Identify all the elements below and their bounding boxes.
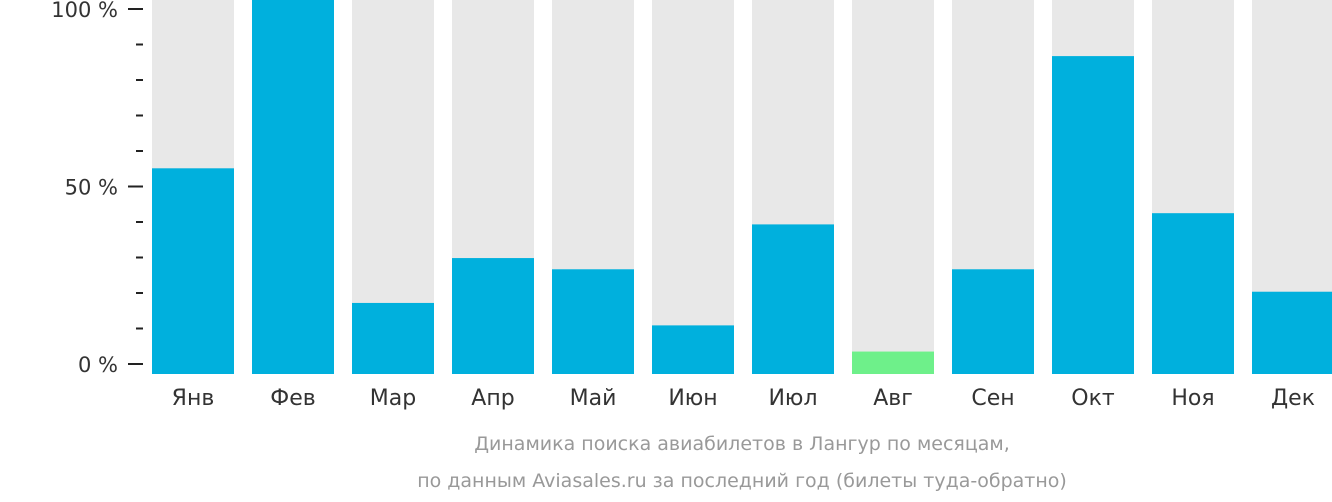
major-tick <box>128 185 143 188</box>
x-category-label: Окт <box>1071 386 1115 411</box>
x-category-label: Май <box>570 386 617 411</box>
x-category-label: Ноя <box>1171 386 1214 411</box>
bar-0 <box>152 168 234 374</box>
x-category-label: Авг <box>873 386 913 411</box>
y-tick-label: 0 % <box>78 353 118 377</box>
x-category-label: Сен <box>971 386 1014 411</box>
bar-5 <box>652 325 734 374</box>
bar-1 <box>252 0 334 374</box>
x-category-label: Июн <box>668 386 717 411</box>
bar-track <box>652 0 734 374</box>
x-category-label: Дек <box>1271 386 1315 411</box>
x-category-label: Июл <box>768 386 817 411</box>
minor-tick <box>136 79 143 81</box>
x-category-label: Фев <box>270 386 315 411</box>
minor-tick <box>136 256 143 259</box>
bar-4 <box>552 269 634 374</box>
chart-title-line2: по данным Aviasales.ru за последний год … <box>417 470 1067 492</box>
bar-track <box>852 0 934 374</box>
minor-tick <box>136 150 143 152</box>
x-category-label: Мар <box>370 386 416 411</box>
bar-8 <box>952 269 1034 374</box>
bar-3 <box>452 258 534 374</box>
minor-tick <box>136 114 143 117</box>
minor-tick <box>136 292 143 294</box>
bar-2 <box>352 302 434 374</box>
major-tick <box>128 363 143 365</box>
bar-6 <box>752 224 834 374</box>
bar-9 <box>1052 56 1134 374</box>
x-category-label: Апр <box>471 386 514 411</box>
bar-11 <box>1252 291 1332 374</box>
minor-tick <box>136 43 143 46</box>
bar-10 <box>1152 213 1234 374</box>
major-tick <box>128 8 143 10</box>
minor-tick <box>136 327 143 330</box>
bar-7 <box>852 351 934 374</box>
y-tick-label: 50 % <box>65 176 118 200</box>
y-tick-label: 100 % <box>51 0 118 22</box>
x-category-label: Янв <box>172 386 215 411</box>
chart-title-line1: Динамика поиска авиабилетов в Лангур по … <box>474 433 1010 455</box>
minor-tick <box>136 221 143 223</box>
